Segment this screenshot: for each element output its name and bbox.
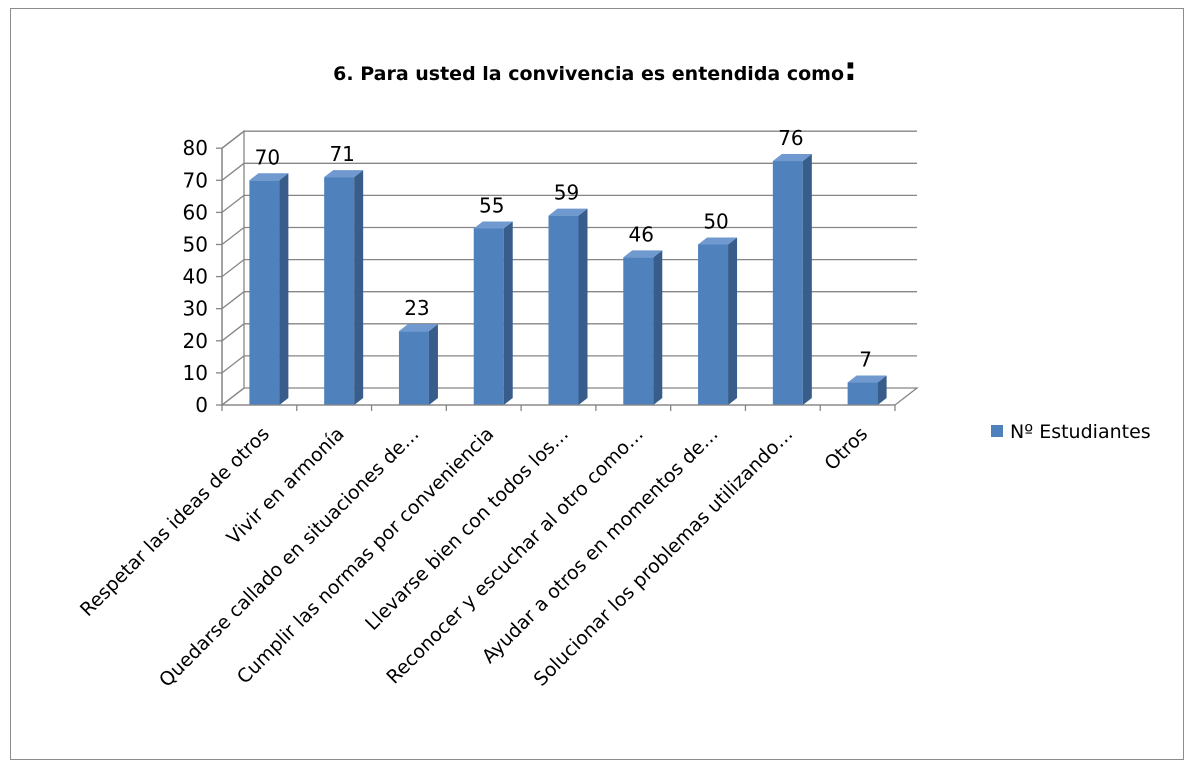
bar-front	[473, 228, 504, 405]
gridline-diagonal	[221, 226, 245, 246]
bar-top	[324, 170, 364, 178]
y-tick-label: 30	[183, 297, 208, 321]
bar-front	[398, 331, 429, 405]
bar-side	[877, 375, 887, 405]
bar-front	[324, 177, 355, 405]
bar-top	[249, 173, 289, 181]
x-category-label: Reconocer y escuchar al otro como…	[382, 423, 647, 688]
axes	[216, 147, 896, 411]
y-tick-label: 80	[183, 136, 208, 160]
data-label: 76	[778, 126, 803, 150]
gridline-diagonal	[221, 291, 245, 310]
bar-side	[354, 170, 364, 405]
bar	[473, 221, 513, 405]
gridline-diagonal	[221, 194, 245, 213]
bar-top	[772, 154, 812, 162]
data-label: 50	[703, 210, 728, 234]
bar	[398, 324, 438, 405]
chart-title-colon: :	[844, 50, 857, 88]
bar	[772, 154, 812, 405]
x-category-label: Otros	[820, 423, 872, 475]
bar-top	[548, 208, 588, 216]
bar-front	[698, 244, 729, 405]
x-category-label: Quedarse callado en situaciones de…	[155, 423, 423, 691]
bar-front	[772, 161, 803, 405]
legend-label: Nº Estudiantes	[1010, 421, 1151, 443]
y-tick-label: 40	[183, 265, 208, 289]
bar-front	[623, 257, 654, 405]
bar-top	[398, 324, 438, 332]
data-label: 71	[329, 142, 354, 166]
bar-front	[548, 215, 579, 405]
gridline-diagonal	[221, 323, 245, 342]
gridline-diagonal	[221, 130, 245, 149]
data-labels: 70 71 23 55 59 46 50 76 7	[255, 126, 872, 371]
legend-swatch	[991, 425, 1003, 437]
chart-title-text: 6. Para usted la convivencia es entendid…	[333, 63, 844, 85]
bar-top	[847, 375, 887, 383]
bar-side	[653, 250, 663, 405]
bar-top	[698, 237, 738, 245]
y-tick-label: 10	[183, 361, 208, 385]
gridline-diagonal	[221, 355, 245, 374]
bar-side	[728, 237, 738, 405]
bar-front	[847, 382, 878, 405]
data-label: 59	[554, 181, 579, 205]
chart-frame	[10, 8, 1184, 760]
bar-top	[473, 221, 513, 229]
bar-side	[279, 173, 289, 405]
y-tick-labels: 0 10 20 30 40 50 60 70 80	[183, 136, 208, 417]
x-category-label: Solucionar los problemas utilizando…	[530, 423, 798, 691]
bar	[698, 237, 738, 405]
y-tick-label: 0	[195, 393, 208, 417]
bar	[623, 250, 663, 405]
data-label: 55	[479, 193, 504, 217]
bar-front	[249, 180, 280, 405]
data-label: 23	[404, 296, 429, 320]
y-tick-label: 60	[183, 200, 208, 224]
legend: Nº Estudiantes	[991, 421, 1151, 443]
bar-side	[802, 154, 812, 405]
bar	[324, 170, 364, 405]
data-label: 70	[255, 145, 280, 169]
bar-side	[578, 208, 588, 405]
y-tick-label: 50	[183, 233, 208, 257]
chart-title: 6. Para usted la convivencia es entendid…	[333, 50, 857, 88]
bar-side	[503, 221, 513, 405]
y-tick-label: 20	[183, 329, 208, 353]
data-label: 7	[859, 348, 872, 372]
data-label: 46	[629, 222, 654, 246]
bars	[249, 154, 887, 405]
bar	[249, 173, 289, 405]
gridline-diagonal	[221, 259, 245, 278]
bar	[548, 208, 588, 405]
bar-top	[623, 250, 663, 258]
y-tick-label: 70	[183, 168, 208, 192]
gridline-diagonal	[221, 162, 245, 181]
bar-side	[428, 324, 438, 405]
x-category-label: Cumplir las normas por conveniencia	[233, 423, 498, 688]
bar	[847, 375, 887, 405]
